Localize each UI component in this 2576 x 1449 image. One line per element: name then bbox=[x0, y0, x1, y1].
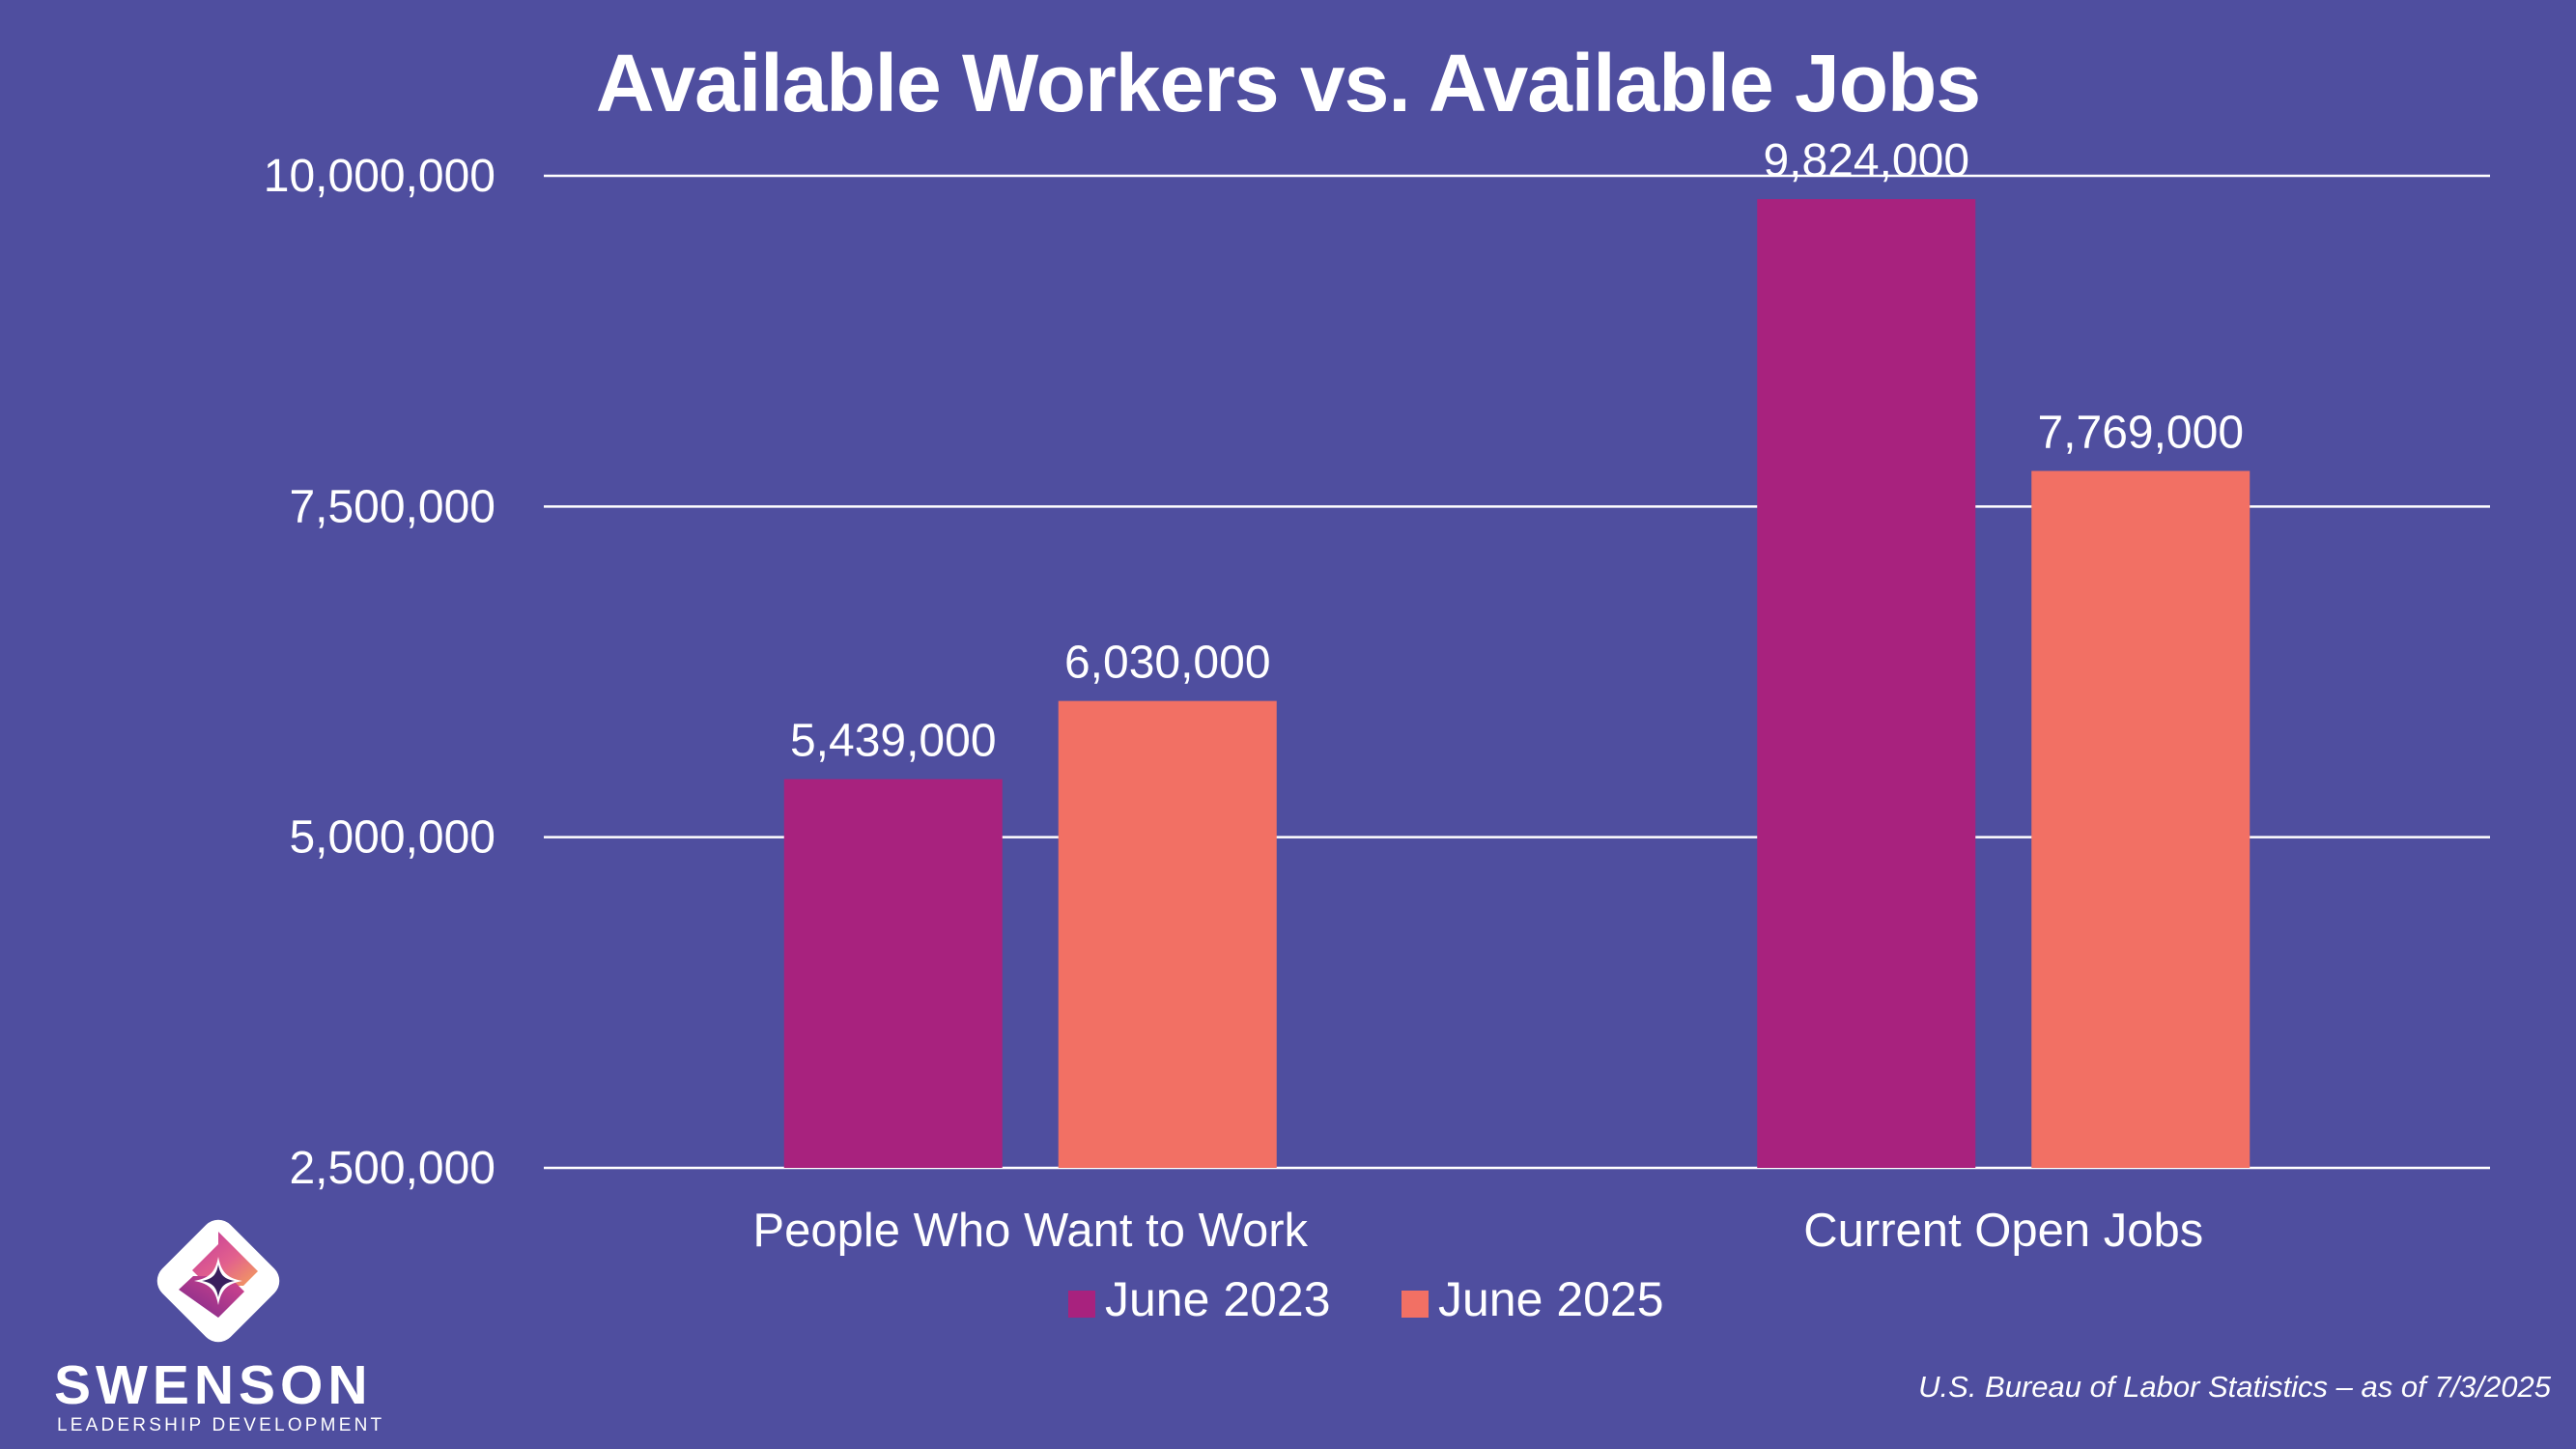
legend-swatch bbox=[1401, 1291, 1429, 1318]
bar bbox=[2031, 470, 2250, 1168]
axis-labels: 2,500,000 5,000,000 7,500,000 10,000,000 Peo… bbox=[264, 151, 2203, 1257]
legend-label: June 2023 bbox=[1105, 1272, 1331, 1326]
legend: June 2023 June 2025 bbox=[1068, 1272, 1664, 1326]
data-label: 7,769,000 bbox=[2037, 407, 2244, 458]
x-category-label: Current Open Jobs bbox=[1803, 1205, 2203, 1257]
source-note: U.S. Bureau of Labor Statistics – as of … bbox=[1918, 1370, 2551, 1404]
bars bbox=[783, 199, 2250, 1168]
logo-wordmark: SWENSON bbox=[54, 1354, 373, 1416]
legend-swatch bbox=[1068, 1291, 1095, 1318]
logo-diamond-icon bbox=[156, 1219, 280, 1343]
logo-tagline: LEADERSHIP DEVELOPMENT bbox=[57, 1415, 385, 1435]
chart-title: Available Workers vs. Available Jobs bbox=[595, 38, 1981, 128]
data-label: 6,030,000 bbox=[1064, 638, 1271, 689]
y-tick-label: 5,000,000 bbox=[289, 812, 495, 864]
data-label: 5,439,000 bbox=[790, 716, 997, 767]
y-tick-label: 10,000,000 bbox=[264, 151, 495, 202]
bar bbox=[1757, 199, 1976, 1168]
y-tick-label: 2,500,000 bbox=[289, 1143, 495, 1194]
y-tick-label: 7,500,000 bbox=[289, 481, 495, 532]
swenson-logo: SWENSON LEADERSHIP DEVELOPMENT bbox=[54, 1212, 382, 1435]
bar bbox=[1058, 700, 1277, 1168]
bar bbox=[783, 779, 1003, 1168]
data-label: 9,824,000 bbox=[1763, 135, 1969, 186]
x-category-label: People Who Want to Work bbox=[752, 1205, 1308, 1257]
data-labels: 5,439,000 6,030,000 9,824,000 7,769,000 bbox=[790, 135, 2244, 766]
legend-label: June 2025 bbox=[1438, 1272, 1664, 1326]
